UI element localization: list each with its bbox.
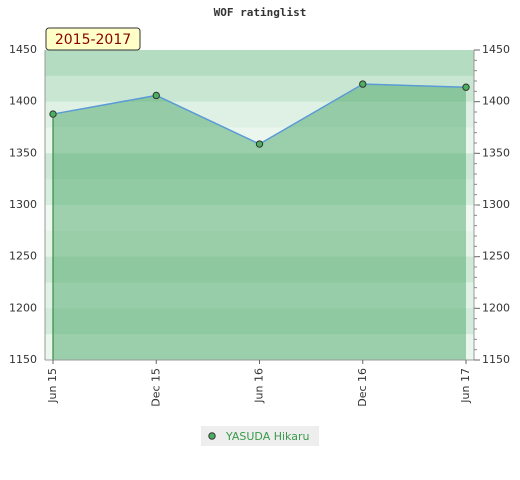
legend-marker	[208, 432, 216, 440]
background-band	[45, 230, 474, 258]
y2-tick-label: 1250	[482, 250, 510, 263]
background-band	[45, 282, 474, 309]
y2-tick-label: 1450	[482, 43, 510, 56]
y-tick-label: 1150	[9, 353, 37, 366]
background-band	[45, 50, 474, 77]
y-tick-label: 1300	[9, 198, 37, 211]
y-tick-label: 1200	[9, 301, 37, 314]
background-band	[45, 256, 474, 283]
point	[462, 83, 470, 91]
y2-tick-label: 1300	[482, 198, 510, 211]
annotation-box	[45, 27, 141, 51]
legend-box	[201, 426, 319, 446]
background-band	[45, 308, 474, 335]
y2-tick-label: 1150	[482, 353, 510, 366]
y-tick-label: 1400	[9, 95, 37, 108]
chart-title: WOF ratinglist	[214, 6, 307, 19]
y2-tick-label: 1350	[482, 146, 510, 159]
background-band	[45, 101, 474, 128]
y2-tick-label: 1200	[482, 301, 510, 314]
point	[49, 110, 57, 118]
y-tick-label: 1350	[9, 146, 37, 159]
point	[152, 91, 160, 100]
legend-label: YASUDA Hikaru	[225, 430, 309, 443]
annotation: 2015-2017	[55, 32, 131, 48]
point	[359, 80, 367, 88]
background-band	[45, 334, 474, 361]
point	[255, 140, 264, 148]
background-band	[45, 205, 474, 232]
plot-area	[45, 50, 474, 361]
x-tick-label: Jun 16	[253, 368, 266, 404]
x-tick-label: Dec 15	[149, 368, 162, 407]
background-band	[45, 179, 474, 206]
background-band	[45, 153, 474, 180]
y-tick-label: 1450	[9, 43, 37, 56]
y2-tick-label: 1400	[482, 95, 510, 108]
x-tick-label: Jun 15	[46, 368, 59, 404]
y-tick-label: 1250	[9, 250, 37, 263]
background-band	[45, 75, 474, 103]
x-tick-label: Jun 17	[459, 368, 472, 404]
area	[53, 84, 466, 360]
x-tick-label: Dec 16	[356, 368, 369, 407]
